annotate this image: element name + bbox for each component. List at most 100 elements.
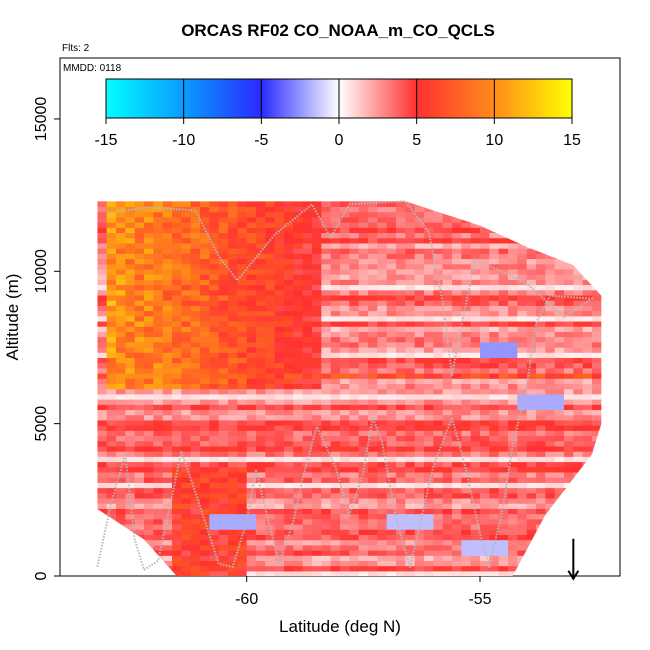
heatmap-cell (517, 477, 528, 483)
heatmap-cell (190, 388, 201, 395)
heatmap-cell (592, 268, 602, 275)
heatmap-cell (312, 201, 322, 208)
heatmap-cell (125, 331, 136, 338)
heatmap-cell (517, 523, 528, 530)
heatmap-cell (330, 284, 341, 291)
heatmap-cell (200, 305, 210, 312)
heatmap-cell (237, 549, 248, 556)
heatmap-cell (293, 289, 304, 296)
heatmap-cell (330, 399, 341, 405)
heatmap-cell (405, 258, 416, 265)
heatmap-cell (293, 482, 304, 489)
heatmap-cell (302, 534, 313, 541)
heatmap-cell (377, 508, 388, 515)
heatmap-cell (573, 508, 584, 515)
heatmap-cell (554, 565, 565, 572)
heatmap-cell (246, 248, 257, 254)
heatmap-cell (452, 419, 462, 426)
heatmap-cell (246, 399, 257, 405)
heatmap-cell (321, 237, 332, 244)
heatmap-cell (256, 237, 266, 244)
heatmap-cell (414, 399, 425, 405)
heatmap-cell (349, 534, 360, 541)
heatmap-cell (200, 409, 210, 416)
heatmap-cell (293, 372, 304, 379)
heatmap-cell (349, 362, 360, 369)
heatmap-cell (526, 435, 537, 442)
heatmap-cell (508, 430, 518, 437)
heatmap-cell (134, 425, 145, 431)
heatmap-cell (209, 466, 220, 473)
heatmap-cell (153, 305, 164, 312)
heatmap-cell (312, 378, 322, 385)
heatmap-cell (312, 570, 322, 576)
heatmap-cell (433, 503, 444, 509)
heatmap-cell (218, 539, 229, 546)
heatmap-cell (508, 456, 518, 463)
heatmap-cell (284, 497, 294, 504)
heatmap-cell (200, 393, 210, 400)
heatmap-cell (433, 497, 444, 504)
heatmap-cell (125, 237, 136, 244)
heatmap-cell (358, 451, 369, 457)
heatmap-cell (209, 523, 220, 530)
heatmap-cell (200, 326, 210, 332)
heatmap-cell (508, 549, 518, 556)
heatmap-cell (461, 227, 472, 234)
heatmap-cell (554, 326, 565, 332)
heatmap-cell (256, 274, 266, 280)
heatmap-cell (554, 289, 565, 296)
heatmap-cell (414, 336, 425, 343)
heatmap-cell (321, 284, 332, 291)
heatmap-cell (573, 268, 584, 275)
heatmap-cell (246, 523, 257, 530)
heatmap-cell (452, 482, 462, 489)
heatmap-cell (536, 534, 546, 541)
heatmap-cell (573, 560, 584, 567)
heatmap-cell (377, 305, 388, 312)
heatmap-cell (396, 279, 406, 286)
heatmap-cell (97, 300, 108, 306)
heatmap-cell (116, 263, 126, 270)
heatmap-cell (386, 279, 397, 286)
heatmap-cell (330, 477, 341, 483)
heatmap-cell (181, 336, 192, 343)
heatmap-cell (517, 393, 528, 400)
heatmap-cell (153, 362, 164, 369)
heatmap-cell (526, 242, 537, 249)
heatmap-cell (414, 503, 425, 509)
heatmap-cell (134, 237, 145, 244)
heatmap-cell (246, 560, 257, 567)
heatmap-cell (442, 253, 453, 260)
heatmap-cell (461, 320, 472, 327)
heatmap-cell (592, 560, 602, 567)
heatmap-cell (386, 425, 397, 431)
heatmap-cell (582, 534, 593, 541)
heatmap-cell (396, 263, 406, 270)
heatmap-cell (162, 409, 173, 416)
heatmap-cell (302, 430, 313, 437)
heatmap-cell (134, 201, 145, 208)
heatmap-cell (144, 383, 154, 390)
heatmap-cell (209, 393, 220, 400)
heatmap-cell (470, 560, 481, 567)
heatmap-cell (573, 326, 584, 332)
heatmap-cell (405, 237, 416, 244)
heatmap-cell (116, 503, 126, 509)
heatmap-cell (256, 440, 266, 447)
heatmap-cell (237, 383, 248, 390)
heatmap-cell (218, 529, 229, 535)
heatmap-cell (489, 372, 500, 379)
heatmap-cell (582, 248, 593, 254)
heatmap-cell (218, 508, 229, 515)
heatmap-cell (480, 482, 490, 489)
heatmap-cell (470, 497, 481, 504)
heatmap-cell (265, 248, 276, 254)
heatmap-cell (592, 274, 602, 280)
heatmap-cell (377, 560, 388, 567)
heatmap-cell (489, 570, 500, 576)
heatmap-cell (237, 539, 248, 546)
heatmap-cell (218, 404, 229, 411)
heatmap-cell (340, 274, 350, 280)
heatmap-cell (190, 242, 201, 249)
